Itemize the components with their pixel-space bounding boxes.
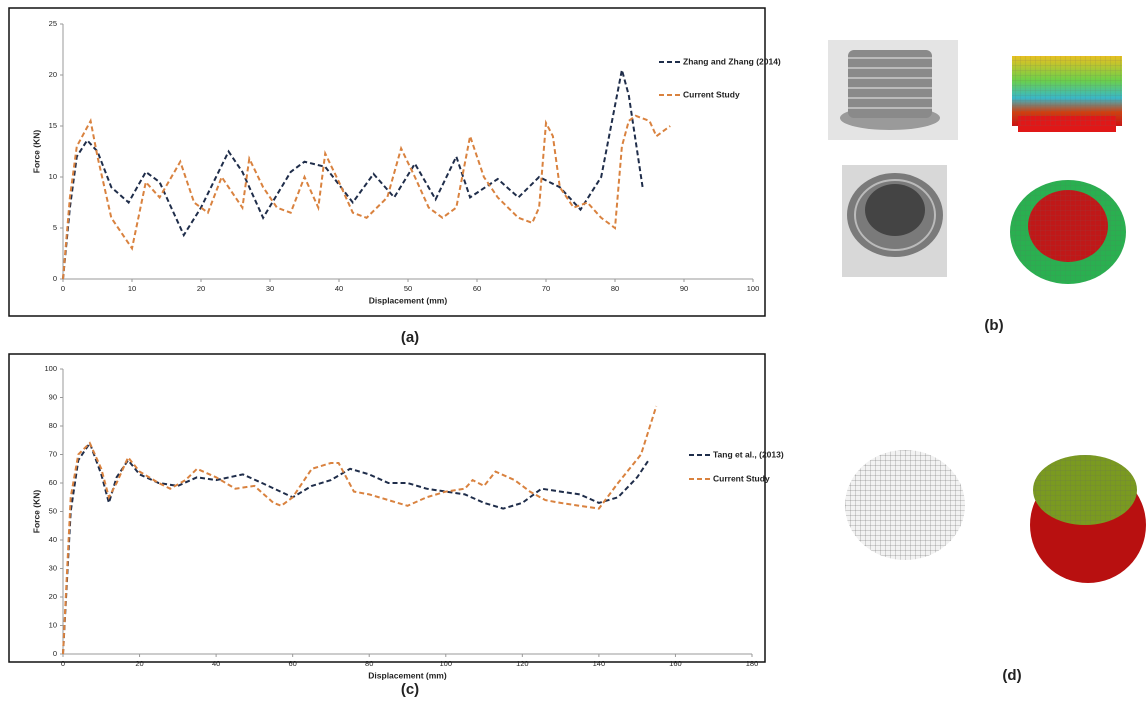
x-axis-title: Displacement (mm) — [369, 295, 448, 305]
panel-label: (c) — [401, 681, 419, 698]
x-tick-label: 60 — [473, 284, 481, 293]
y-tick-label: 0 — [53, 649, 57, 658]
panel-label: (a) — [401, 329, 419, 346]
x-tick-label: 30 — [266, 284, 274, 293]
photo-top — [842, 165, 947, 277]
data-line — [62, 440, 650, 655]
x-tick-label: 100 — [747, 284, 760, 293]
photo-side — [828, 40, 958, 140]
legend-label: Tang et al., (2013) — [713, 449, 784, 459]
x-tick-label: 40 — [212, 659, 220, 668]
y-tick-label: 15 — [49, 121, 57, 130]
legend-label: Current Study — [713, 473, 770, 483]
chart-frame — [8, 7, 766, 317]
simulation-result — [1030, 455, 1146, 583]
x-tick-label: 0 — [61, 659, 65, 668]
y-axis-title: Force (KN) — [31, 490, 41, 534]
x-tick-label: 80 — [611, 284, 619, 293]
y-tick-label: 25 — [49, 19, 57, 28]
x-tick-label: 20 — [135, 659, 143, 668]
x-tick-label: 10 — [128, 284, 136, 293]
y-tick-label: 20 — [49, 592, 57, 601]
data-line — [62, 405, 658, 655]
x-tick-label: 80 — [365, 659, 373, 668]
x-tick-label: 20 — [197, 284, 205, 293]
y-tick-label: 40 — [49, 535, 57, 544]
y-tick-label: 5 — [53, 223, 57, 232]
panel-label: (b) — [984, 317, 1003, 334]
x-tick-label: 0 — [61, 284, 65, 293]
y-tick-label: 0 — [53, 274, 57, 283]
simulation-top — [1010, 180, 1126, 284]
x-tick-label: 60 — [288, 659, 296, 668]
y-tick-label: 70 — [49, 449, 57, 458]
y-tick-label: 50 — [49, 506, 57, 515]
y-tick-label: 20 — [49, 70, 57, 79]
x-tick-label: 90 — [680, 284, 688, 293]
panel-label: (d) — [1002, 667, 1021, 684]
legend-label: Current Study — [683, 89, 740, 99]
x-tick-label: 100 — [440, 659, 453, 668]
mesh-model — [845, 450, 965, 560]
y-tick-label: 30 — [49, 563, 57, 572]
y-tick-label: 10 — [49, 620, 57, 629]
data-line — [62, 114, 671, 280]
y-tick-label: 10 — [49, 172, 57, 181]
y-tick-label: 60 — [49, 478, 57, 487]
data-line — [62, 69, 644, 280]
simulation-side — [1012, 56, 1122, 132]
y-tick-label: 90 — [49, 392, 57, 401]
chart-frame — [8, 353, 766, 663]
x-tick-label: 40 — [335, 284, 343, 293]
x-tick-label: 70 — [542, 284, 550, 293]
x-tick-label: 140 — [593, 659, 606, 668]
y-tick-label: 80 — [49, 421, 57, 430]
x-tick-label: 120 — [516, 659, 529, 668]
x-tick-label: 50 — [404, 284, 412, 293]
x-axis-title: Displacement (mm) — [368, 670, 447, 680]
legend-label: Zhang and Zhang (2014) — [683, 56, 781, 66]
x-tick-label: 180 — [746, 659, 759, 668]
y-tick-label: 100 — [44, 364, 57, 373]
y-axis-title: Force (KN) — [31, 130, 41, 174]
x-tick-label: 160 — [669, 659, 682, 668]
